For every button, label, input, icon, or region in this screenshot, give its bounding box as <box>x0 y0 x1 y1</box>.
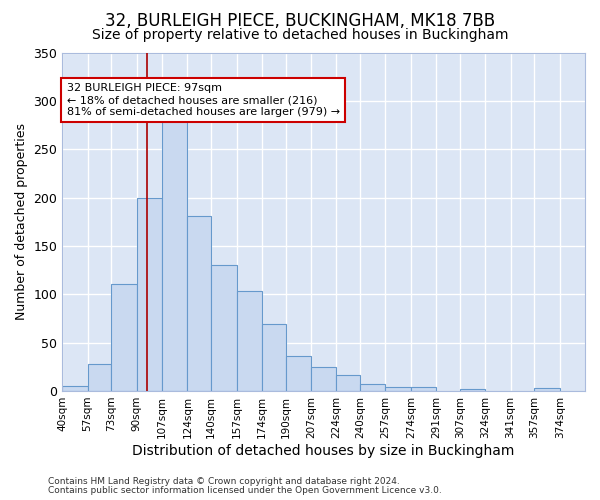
Text: Size of property relative to detached houses in Buckingham: Size of property relative to detached ho… <box>92 28 508 42</box>
Bar <box>337 376 360 391</box>
Text: 32, BURLEIGH PIECE, BUCKINGHAM, MK18 7BB: 32, BURLEIGH PIECE, BUCKINGHAM, MK18 7BB <box>105 12 495 30</box>
Bar <box>162 108 187 391</box>
Bar <box>211 265 236 391</box>
Bar <box>62 386 88 391</box>
Bar <box>311 367 337 391</box>
Text: 32 BURLEIGH PIECE: 97sqm
← 18% of detached houses are smaller (216)
81% of semi-: 32 BURLEIGH PIECE: 97sqm ← 18% of detach… <box>67 84 340 116</box>
Text: Contains HM Land Registry data © Crown copyright and database right 2024.: Contains HM Land Registry data © Crown c… <box>48 477 400 486</box>
Bar <box>88 364 112 391</box>
Bar <box>137 198 162 391</box>
Bar <box>236 292 262 391</box>
Y-axis label: Number of detached properties: Number of detached properties <box>15 123 28 320</box>
Bar <box>460 389 485 391</box>
Bar <box>385 387 411 391</box>
Bar <box>187 216 211 391</box>
Bar <box>535 388 560 391</box>
Bar <box>286 356 311 391</box>
Bar <box>360 384 385 391</box>
Bar <box>411 387 436 391</box>
Text: Contains public sector information licensed under the Open Government Licence v3: Contains public sector information licen… <box>48 486 442 495</box>
Bar <box>112 284 137 391</box>
Bar <box>262 324 286 391</box>
X-axis label: Distribution of detached houses by size in Buckingham: Distribution of detached houses by size … <box>133 444 515 458</box>
